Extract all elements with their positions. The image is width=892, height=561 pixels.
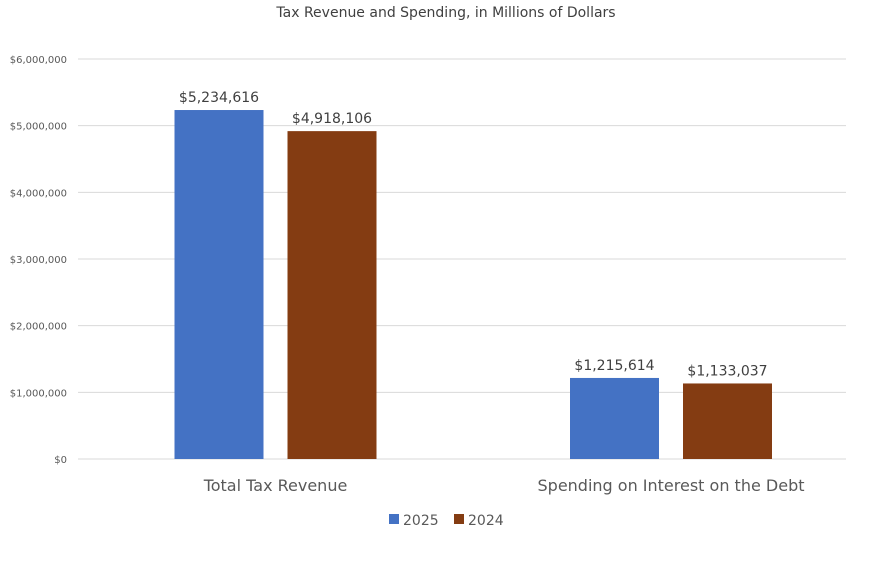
legend-swatch-2025 [389,514,399,524]
bar-2025-0 [174,110,264,459]
bar-2024-1 [683,383,772,459]
y-tick-label: $4,000,000 [10,188,67,199]
y-tick-label: $0 [54,455,67,466]
bar-2024-0 [287,131,377,459]
data-label: $4,918,106 [292,111,372,127]
data-label: $5,234,616 [179,90,259,106]
y-tick-label: $5,000,000 [10,122,67,133]
chart-title: Tax Revenue and Spending, in Millions of… [275,5,615,21]
x-category-label: Spending on Interest on the Debt [538,476,805,495]
bar-2025-1 [570,377,659,459]
y-tick-label: $1,000,000 [10,388,67,399]
data-label: $1,215,614 [574,358,654,374]
x-category-label: Total Tax Revenue [203,476,348,495]
legend-swatch-2024 [454,514,464,524]
data-label: $1,133,037 [687,363,767,379]
y-tick-label: $2,000,000 [10,322,67,333]
legend-label: 2024 [468,513,504,529]
y-tick-label: $6,000,000 [10,55,67,66]
legend-label: 2025 [403,513,439,529]
y-tick-label: $3,000,000 [10,255,67,266]
